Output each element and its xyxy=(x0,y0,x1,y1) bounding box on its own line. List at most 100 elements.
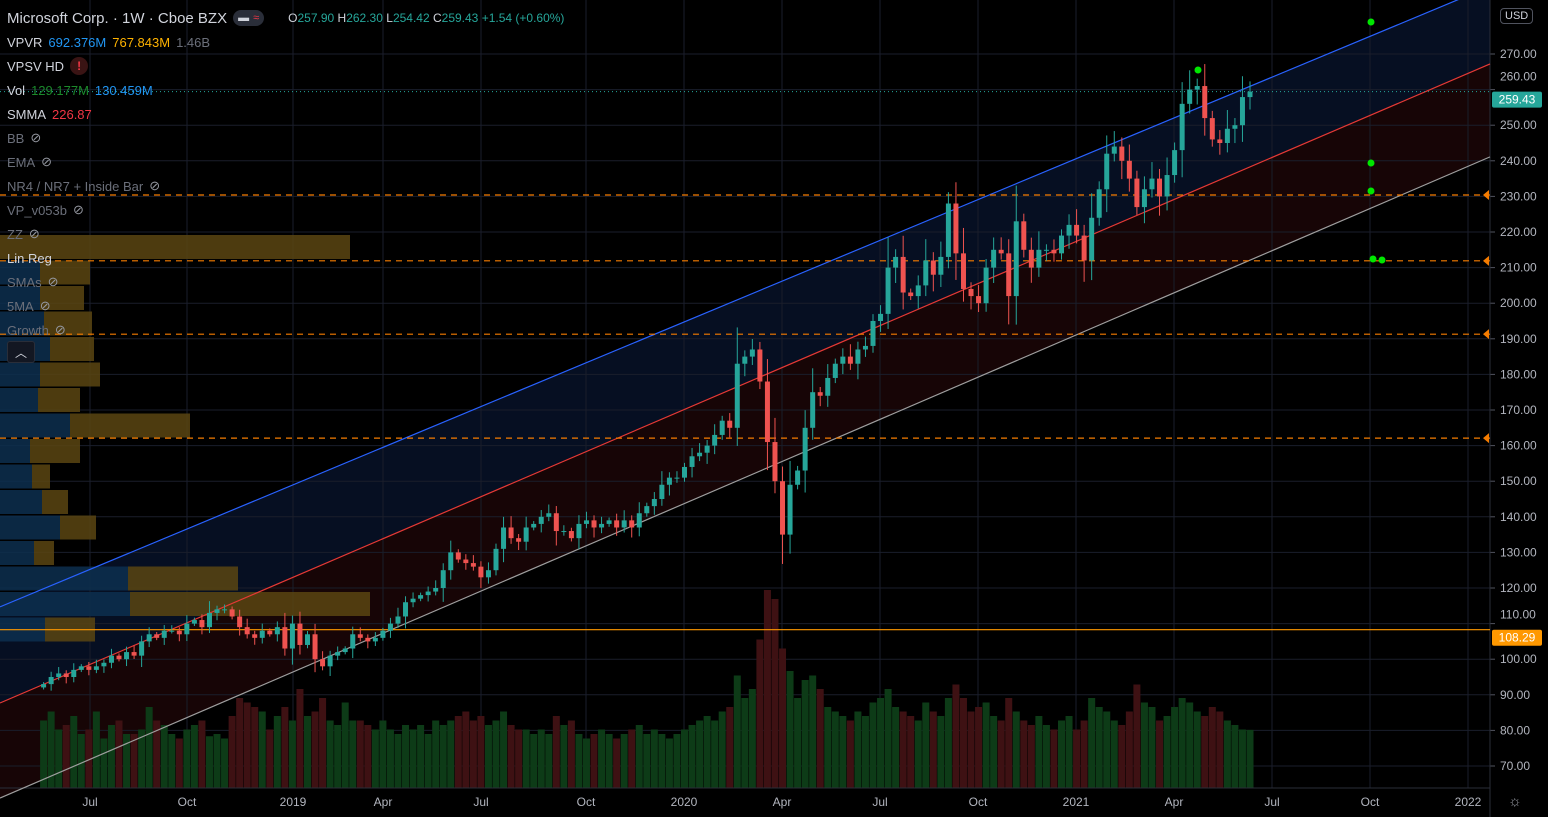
eye-off-icon[interactable]: ⊘ xyxy=(54,322,66,337)
candle-body xyxy=(1089,217,1095,261)
signal-dot xyxy=(1378,256,1386,264)
candle-body xyxy=(523,527,529,542)
volume-bar xyxy=(1073,729,1081,788)
eye-off-icon[interactable]: ⊘ xyxy=(28,226,40,241)
candle-body xyxy=(86,666,92,670)
eye-off-icon[interactable]: ⊘ xyxy=(39,298,51,313)
volume-bar xyxy=(681,729,688,788)
volume-bar xyxy=(1027,725,1035,788)
market-status-pill[interactable]: ▬ ≈ xyxy=(233,10,265,26)
candle-body xyxy=(501,527,507,549)
candle-body xyxy=(651,499,657,507)
volume-bar xyxy=(997,720,1005,788)
indicator-hidden[interactable]: SMAs ⊘ xyxy=(7,274,59,290)
eye-off-icon[interactable]: ⊘ xyxy=(41,154,53,169)
mid-regression-line xyxy=(0,63,1491,704)
collapse-legend-button[interactable]: ︿ xyxy=(7,341,35,363)
candle-body xyxy=(154,634,160,638)
candle-body xyxy=(983,267,989,304)
time-tick-label: Oct xyxy=(178,795,197,809)
lower-regression-line xyxy=(0,156,1491,799)
indicator-vpsv[interactable]: VPSV HD! xyxy=(7,54,564,78)
candle-body xyxy=(568,531,574,539)
volume-bar xyxy=(703,716,711,788)
warning-icon[interactable]: ! xyxy=(70,57,89,75)
candle-body xyxy=(629,520,635,528)
indicator-vol[interactable]: Vol 129.177M 130.459M xyxy=(7,82,153,98)
candle-body xyxy=(855,349,861,364)
candle-body xyxy=(1006,253,1012,297)
eye-off-icon[interactable]: ⊘ xyxy=(149,178,161,193)
indicator-smma[interactable]: SMMA 226.87 xyxy=(7,106,92,122)
volume-bar xyxy=(311,711,319,788)
volume-profile-up xyxy=(0,388,38,412)
volume-bar xyxy=(726,707,734,788)
candle-body xyxy=(1179,103,1185,151)
candle-body xyxy=(1157,178,1163,197)
volume-profile-down xyxy=(34,541,54,565)
volume-bar xyxy=(484,725,492,788)
indicator-hidden[interactable]: Growth ⊘ xyxy=(7,322,66,338)
exchange: Cboe BZX xyxy=(157,9,228,27)
price-tick-label: 170.00 xyxy=(1500,403,1537,417)
candle-body xyxy=(297,623,303,645)
candle-body xyxy=(131,652,137,656)
chart-legend: Microsoft Corp. · 1W · Cboe BZX ▬ ≈ O257.… xyxy=(7,6,564,342)
volume-bar xyxy=(801,680,809,788)
candle-body xyxy=(1081,235,1087,261)
candle-body xyxy=(1247,91,1253,98)
volume-bar xyxy=(304,716,311,788)
symbol-title[interactable]: Microsoft Corp. · 1W · Cboe BZX xyxy=(7,9,228,27)
volume-bar xyxy=(500,711,508,788)
eye-off-icon[interactable]: ⊘ xyxy=(30,130,42,145)
candle-body xyxy=(1111,146,1117,154)
volume-bar xyxy=(582,738,590,788)
volume-bar xyxy=(831,711,839,788)
candle-body xyxy=(900,256,906,293)
volume-profile-up xyxy=(0,515,60,540)
eye-off-icon[interactable]: ⊘ xyxy=(73,202,84,217)
candle-body xyxy=(312,634,318,660)
indicator-vpvr[interactable]: VPVR 692.376M 767.843M 1.46B xyxy=(7,34,211,50)
volume-profile-down xyxy=(128,566,238,591)
candle-body xyxy=(621,520,627,528)
candle-body xyxy=(787,484,793,535)
indicator-hidden[interactable]: ZZ ⊘ xyxy=(7,226,40,242)
indicator-hidden[interactable]: EMA ⊘ xyxy=(7,154,53,170)
volume-bar xyxy=(1125,711,1133,788)
candle-body xyxy=(335,652,341,656)
volume-bar xyxy=(47,711,55,788)
volume-bar xyxy=(1216,711,1224,788)
volume-bar xyxy=(975,707,983,788)
candle-body xyxy=(1051,249,1057,254)
settings-gear-icon[interactable]: ☼ xyxy=(1508,793,1522,810)
volume-profile-up xyxy=(0,362,40,387)
candle-body xyxy=(274,627,280,635)
price-tick-label: 250.00 xyxy=(1500,118,1537,132)
volume-bar xyxy=(861,716,869,788)
time-tick-label: Apr xyxy=(1165,795,1184,809)
volume-bar xyxy=(846,720,854,788)
candle-body xyxy=(930,260,936,275)
price-tick-label: 180.00 xyxy=(1500,367,1537,381)
indicator-hidden[interactable]: BB ⊘ xyxy=(7,130,42,146)
candle-body xyxy=(1224,128,1230,143)
candle-body xyxy=(478,566,484,578)
candle-body xyxy=(1013,221,1019,297)
volume-bar xyxy=(371,729,379,788)
indicator-linreg[interactable]: Lin Reg xyxy=(7,250,52,266)
volume-bar xyxy=(967,711,975,788)
volume-profile-down xyxy=(40,260,90,285)
indicator-hidden[interactable]: NR4 / NR7 + Inside Bar ⊘ xyxy=(7,178,161,194)
eye-off-icon[interactable]: ⊘ xyxy=(47,274,59,289)
indicator-hidden[interactable]: 5MA ⊘ xyxy=(7,298,51,314)
volume-bar xyxy=(228,716,236,788)
candle-body xyxy=(1119,146,1125,161)
indicator-hidden[interactable]: VP_v053b ⊘ xyxy=(7,202,84,218)
volume-profile-up xyxy=(0,260,40,285)
currency-button[interactable]: USD xyxy=(1500,8,1534,24)
volume-bar xyxy=(907,716,915,788)
volume-bar xyxy=(1065,716,1073,788)
volume-profile-up xyxy=(0,541,34,565)
